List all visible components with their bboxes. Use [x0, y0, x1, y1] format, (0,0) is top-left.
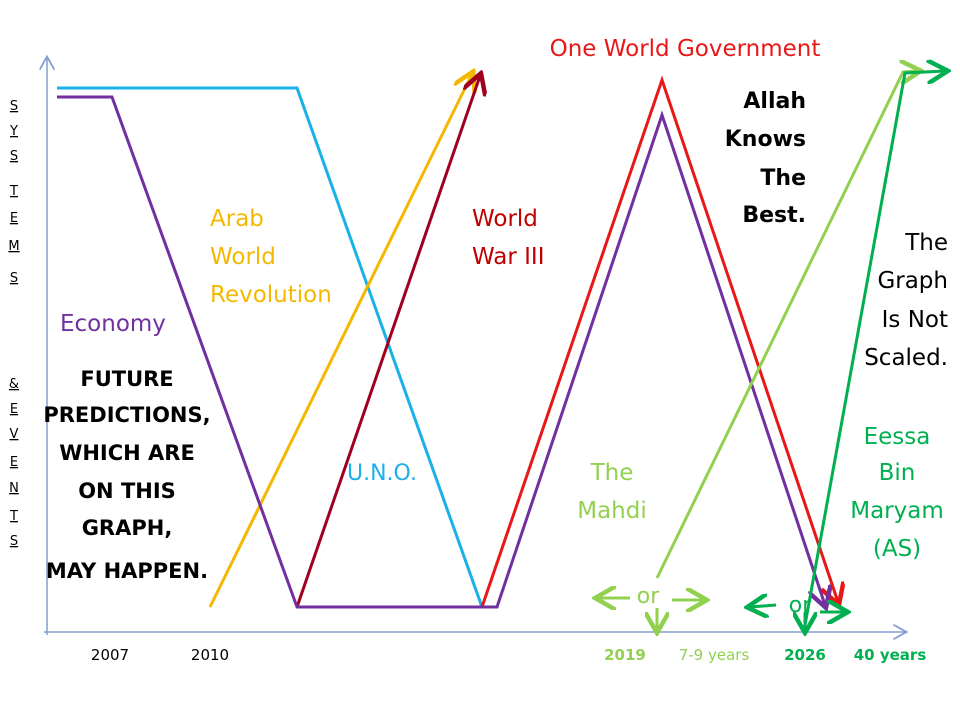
mahdi-label: Mahdi	[577, 498, 647, 524]
eessa-label: Maryam	[850, 498, 944, 524]
arab-label: Arab	[210, 206, 264, 232]
predictions: ON THIS	[78, 479, 176, 503]
ww3-label: World	[472, 206, 538, 232]
uno-label: U.N.O.	[347, 461, 417, 486]
eessa-line	[803, 71, 945, 626]
note: Best.	[742, 203, 806, 228]
axis-label: 7-9 years	[679, 646, 750, 664]
predictions: PREDICTIONS,	[43, 403, 210, 427]
red-line	[480, 75, 838, 607]
vertical-label: M	[8, 239, 19, 254]
vertical-label: S	[10, 149, 18, 164]
vertical-label: S	[10, 271, 18, 286]
mahdi-label: The	[590, 460, 634, 486]
economy-line	[57, 95, 825, 607]
economy-label: Economy	[60, 311, 166, 337]
vertical-label: V	[10, 427, 19, 442]
vertical-label: S	[10, 99, 18, 114]
predictions: WHICH ARE	[59, 441, 195, 465]
ww3-line	[295, 76, 480, 608]
uno-line	[57, 86, 484, 608]
eessa-label: (AS)	[873, 536, 921, 562]
note: Knows	[725, 127, 806, 152]
predictions: GRAPH,	[82, 516, 173, 540]
vertical-label: &	[9, 377, 19, 392]
eessa-label: Bin	[879, 460, 916, 486]
arrow	[750, 605, 777, 607]
eessa-label: Eessa	[864, 424, 931, 450]
ww3-label: War III	[472, 244, 544, 270]
vertical-label: E	[10, 402, 18, 417]
note: Is Not	[882, 307, 948, 333]
vertical-label: T	[9, 509, 18, 524]
or-label: or	[637, 584, 660, 609]
title: One World Government	[550, 36, 821, 62]
axis-label: 40 years	[854, 646, 927, 664]
note: Allah	[743, 89, 806, 114]
vertical-label: T	[9, 184, 18, 199]
note: The	[904, 230, 948, 256]
arab-label: Revolution	[210, 282, 332, 308]
note: Scaled.	[864, 345, 948, 371]
note: Graph	[877, 268, 948, 294]
lines	[44, 58, 945, 635]
or-label: or	[789, 593, 812, 618]
axis-label: 2019	[604, 646, 646, 664]
arab-label: World	[210, 244, 276, 270]
note: The	[760, 166, 806, 191]
arab-line	[208, 74, 472, 608]
vertical-label: S	[10, 534, 18, 549]
vertical-label: Y	[9, 124, 18, 139]
axis-label: 2010	[191, 646, 229, 664]
vertical-label: N	[9, 481, 19, 496]
predictions: FUTURE	[80, 367, 173, 391]
vertical-label: E	[10, 211, 18, 226]
predictions: MAY HAPPEN.	[46, 559, 208, 583]
axis-label: 2026	[784, 646, 826, 664]
axis-label: 2007	[91, 646, 129, 664]
vertical-label: E	[10, 455, 18, 470]
